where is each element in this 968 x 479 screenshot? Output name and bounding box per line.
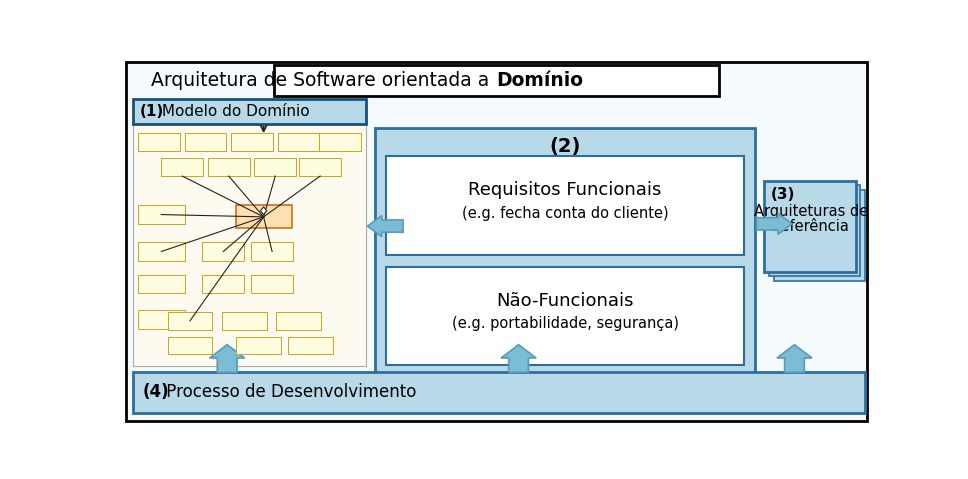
Bar [252, 242, 293, 261]
Bar [134, 99, 366, 124]
Bar [252, 274, 293, 293]
Bar [162, 158, 203, 176]
Bar [138, 205, 185, 224]
Bar [773, 190, 865, 281]
Text: Requisitos Funcionais: Requisitos Funcionais [469, 181, 662, 199]
Bar [275, 65, 719, 96]
Bar [278, 133, 319, 151]
Bar [231, 133, 273, 151]
Text: Arquitetura de Software orientada a: Arquitetura de Software orientada a [151, 71, 496, 90]
Bar [287, 337, 333, 354]
Polygon shape [210, 345, 245, 372]
Text: (e.g. portabilidade, segurança): (e.g. portabilidade, segurança) [452, 317, 679, 331]
Bar [134, 372, 865, 413]
Text: (4): (4) [142, 383, 169, 401]
Bar [376, 128, 755, 375]
Bar [202, 242, 244, 261]
Bar [299, 158, 341, 176]
Text: Arquiteturas de: Arquiteturas de [754, 204, 868, 219]
Bar [167, 311, 212, 330]
Bar [255, 158, 296, 176]
Text: (1): (1) [139, 104, 164, 119]
Text: (3): (3) [771, 187, 795, 202]
Bar [222, 311, 267, 330]
Bar [138, 133, 180, 151]
Bar [138, 242, 185, 261]
Text: Domínio: Domínio [497, 71, 583, 90]
Bar [386, 156, 744, 255]
Bar [235, 205, 291, 228]
Bar [765, 181, 856, 272]
Text: Referência: Referência [771, 219, 850, 234]
Bar [167, 337, 212, 354]
Bar [138, 274, 185, 293]
Text: (2): (2) [550, 137, 581, 156]
Polygon shape [501, 345, 536, 372]
Bar [769, 185, 861, 276]
Polygon shape [777, 345, 812, 372]
Polygon shape [368, 216, 403, 237]
Bar [276, 311, 321, 330]
Bar [319, 133, 361, 151]
Bar [235, 337, 281, 354]
Bar [134, 124, 366, 366]
Bar [208, 158, 250, 176]
Bar [386, 267, 744, 365]
Text: Modelo do Domínio: Modelo do Domínio [158, 104, 310, 119]
Polygon shape [260, 207, 267, 215]
Text: (e.g. fecha conta do cliente): (e.g. fecha conta do cliente) [462, 205, 668, 220]
Polygon shape [757, 213, 792, 234]
Bar [185, 133, 227, 151]
Bar [202, 274, 244, 293]
Bar [138, 310, 185, 329]
Text: Processo de Desenvolvimento: Processo de Desenvolvimento [162, 383, 416, 401]
Text: Não-Funcionais: Não-Funcionais [497, 292, 634, 310]
